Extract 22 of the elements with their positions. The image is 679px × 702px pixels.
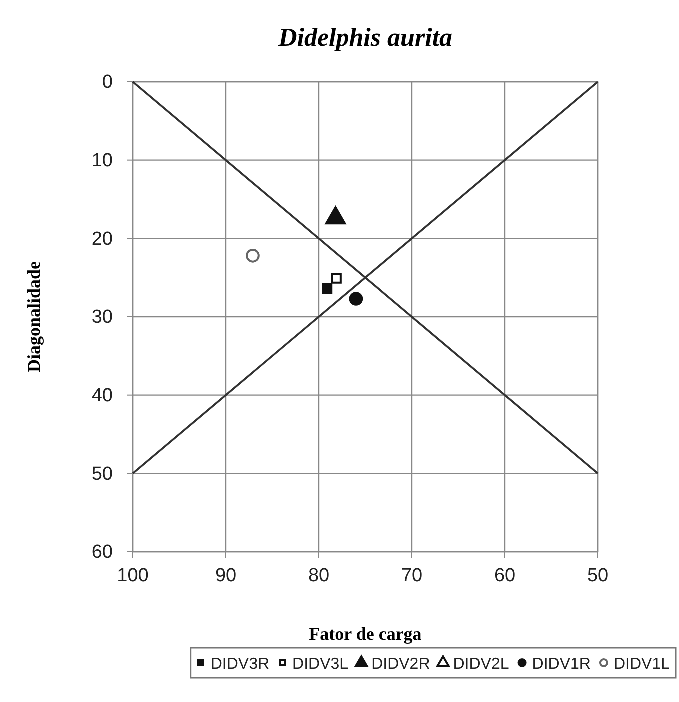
legend-label: DIDV3L <box>292 656 349 673</box>
y-tick-label: 40 <box>92 385 113 406</box>
x-tick-label: 50 <box>587 565 609 586</box>
y-tick-label: 0 <box>102 72 113 94</box>
y-axis-title: Diagonalidade <box>24 261 44 373</box>
legend-label: DIDV1R <box>532 656 591 673</box>
x-axis-title: Fator de carga <box>309 624 422 644</box>
y-tick-label: 20 <box>92 228 113 250</box>
y-tick-label: 60 <box>92 542 113 564</box>
legend-label: DIDV3R <box>210 656 270 673</box>
chart-title: Didelphis aurita <box>277 23 453 52</box>
x-tick-label: 100 <box>117 565 149 586</box>
x-tick-label: 90 <box>215 565 237 586</box>
y-tick-label: 50 <box>92 464 113 485</box>
legend-label: DIDV2L <box>453 656 510 673</box>
legend-label: DIDV2R <box>372 656 430 673</box>
x-tick-label: 80 <box>308 565 330 586</box>
x-tick-label: 60 <box>494 565 516 586</box>
y-tick-label: 10 <box>92 150 113 172</box>
x-tick-label: 70 <box>401 565 423 586</box>
legend-label: DIDV1L <box>614 656 670 673</box>
y-tick-label: 30 <box>92 307 113 328</box>
